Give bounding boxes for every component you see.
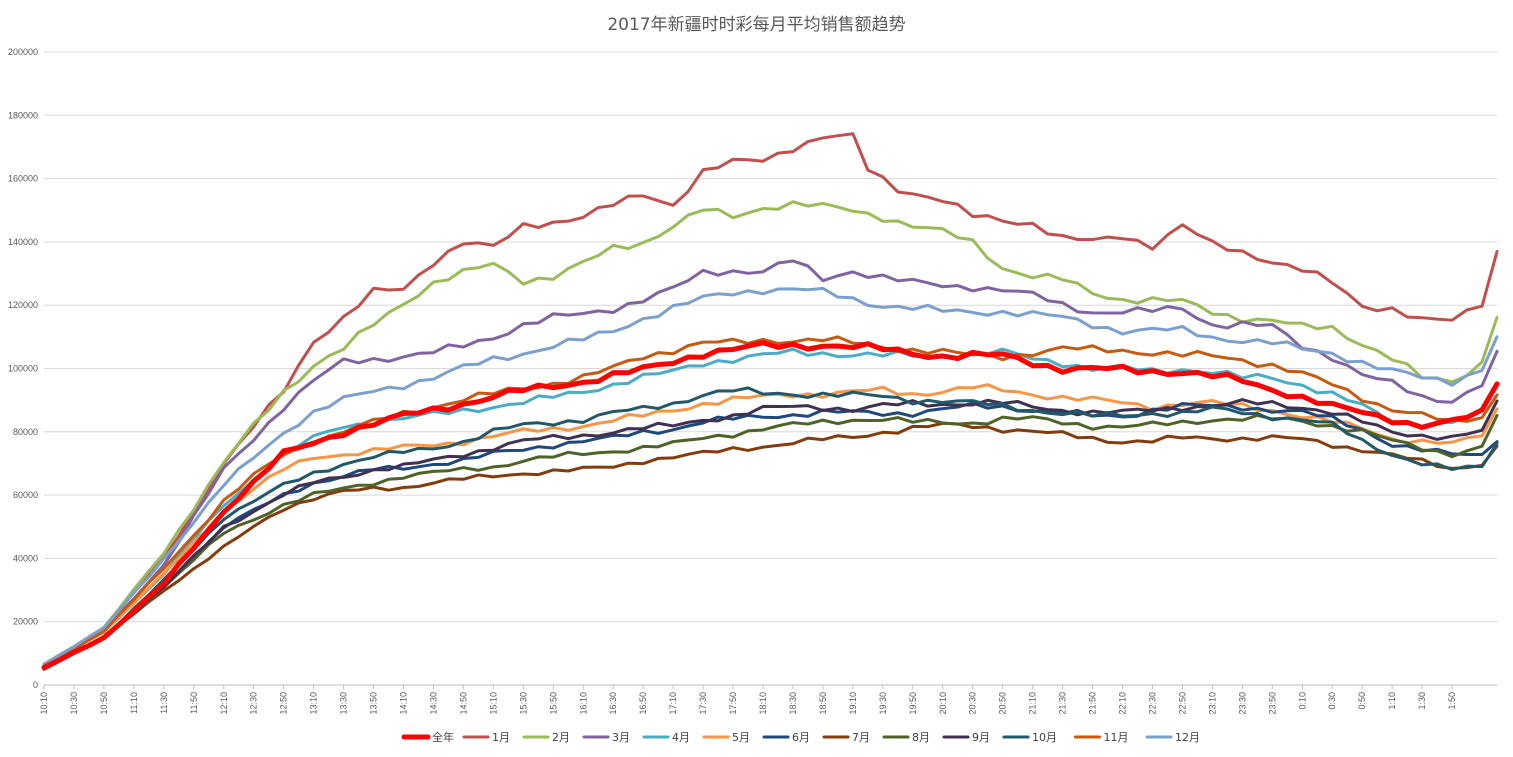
x-tick-label: 14:50 [458, 692, 468, 715]
x-tick-label: 14:10 [399, 692, 409, 715]
x-tick-label: 16:10 [578, 692, 588, 715]
x-tick-label: 14:30 [428, 692, 438, 715]
x-tick-label: 23:10 [1207, 692, 1217, 715]
x-tick-label: 11:30 [159, 692, 169, 714]
y-tick-label: 140000 [8, 237, 38, 247]
x-tick-label: 20:30 [968, 692, 978, 715]
x-tick-label: 21:30 [1058, 692, 1068, 715]
x-tick-label: 18:50 [818, 692, 828, 715]
y-tick-label: 100000 [8, 364, 38, 374]
x-tick-label: 12:10 [219, 692, 229, 715]
x-tick-label: 12:50 [279, 692, 289, 715]
legend-label: 5月 [732, 731, 750, 744]
x-tick-label: 20:10 [938, 692, 948, 715]
y-axis-ticks: 0 20000 40000 60000 80000 100000 120000 140000 1… [8, 47, 38, 690]
y-tick-label: 200000 [8, 47, 38, 57]
legend-label: 12月 [1175, 731, 1200, 744]
x-tick-label: 0:50 [1357, 692, 1367, 710]
series-line-month-6 [42, 401, 1499, 670]
x-tick-label: 16:30 [608, 692, 618, 715]
series-line-month-8 [42, 413, 1499, 671]
x-tick-label: 1:30 [1417, 692, 1427, 710]
legend: 全年 1月 2月 3月 4月 5月 6月 7月 8月 9月 10月 11月 12月 [401, 730, 1200, 744]
x-tick-label: 22:50 [1177, 692, 1187, 715]
x-tick-label: 21:10 [1028, 692, 1038, 715]
x-tick-label: 17:10 [668, 692, 678, 715]
series-line-month-9 [42, 398, 1499, 669]
legend-label: 7月 [852, 731, 870, 744]
x-tick-label: 22:30 [1147, 692, 1157, 715]
x-tick-label: 13:30 [339, 692, 349, 715]
x-tick-label: 12:30 [249, 692, 259, 715]
y-tick-label: 20000 [13, 617, 38, 627]
series-line-month-2 [42, 200, 1499, 668]
y-tick-label: 0 [33, 680, 38, 690]
x-tick-label: 16:50 [638, 692, 648, 715]
legend-label: 2月 [552, 731, 570, 744]
series-line-month-12 [42, 286, 1499, 667]
x-tick-label: 11:10 [129, 692, 139, 714]
series-lines [41, 132, 1500, 671]
y-tick-label: 80000 [13, 427, 38, 437]
x-tick-label: 15:50 [548, 692, 558, 715]
series-line-month-3 [42, 259, 1499, 668]
x-tick-label: 18:10 [758, 692, 768, 715]
chart-title: 2017年新疆时时彩每月平均销售额趋势 [607, 15, 906, 35]
series-line-month-1 [42, 132, 1499, 666]
x-tick-label: 13:50 [369, 692, 379, 715]
legend-label: 全年 [432, 730, 454, 744]
x-tick-label: 1:50 [1447, 692, 1457, 710]
x-tick-label: 1:10 [1387, 692, 1397, 710]
x-tick-label: 18:30 [788, 692, 798, 715]
x-tick-label: 15:30 [518, 692, 528, 715]
x-tick-label: 15:10 [488, 692, 498, 715]
legend-label: 11月 [1104, 731, 1129, 744]
legend-label: 6月 [792, 731, 810, 744]
x-tick-label: 0:30 [1327, 692, 1337, 710]
y-tick-label: 180000 [8, 110, 38, 120]
x-axis: 10:10 10:30 10:50 11:10 11:30 11:50 12:10 12:30… [39, 685, 1457, 715]
legend-label: 3月 [612, 731, 630, 744]
gridlines [44, 51, 1497, 686]
y-tick-label: 160000 [8, 174, 38, 184]
x-tick-label: 21:50 [1088, 692, 1098, 715]
series-line-month-7 [42, 421, 1499, 671]
legend-label: 9月 [972, 731, 990, 744]
x-tick-label: 20:50 [998, 692, 1008, 715]
y-tick-label: 40000 [13, 553, 38, 563]
series-line-month-10 [42, 386, 1499, 670]
x-tick-label: 10:30 [69, 692, 79, 715]
x-tick-label: 17:50 [728, 692, 738, 715]
y-tick-label: 120000 [8, 300, 38, 310]
x-tick-label: 23:30 [1237, 692, 1247, 715]
y-tick-label: 60000 [13, 490, 38, 500]
x-tick-label: 0:10 [1297, 692, 1307, 710]
legend-label: 8月 [912, 731, 930, 744]
x-tick-label: 10:10 [39, 692, 49, 715]
x-tick-label: 19:50 [908, 692, 918, 715]
x-tick-label: 17:30 [698, 692, 708, 715]
legend-label: 1月 [492, 731, 510, 744]
series-line-total [41, 340, 1500, 670]
x-tick-label: 22:10 [1118, 692, 1128, 715]
x-tick-label: 13:10 [309, 692, 319, 715]
series-line-month-11 [42, 335, 1499, 668]
legend-label: 10月 [1032, 731, 1057, 744]
x-tick-label: 10:50 [99, 692, 109, 715]
x-tick-label: 19:10 [848, 692, 858, 715]
x-tick-label: 19:30 [878, 692, 888, 715]
x-tick-label: 23:50 [1267, 692, 1277, 715]
legend-label: 4月 [672, 731, 690, 744]
x-tick-label: 11:50 [189, 692, 199, 714]
